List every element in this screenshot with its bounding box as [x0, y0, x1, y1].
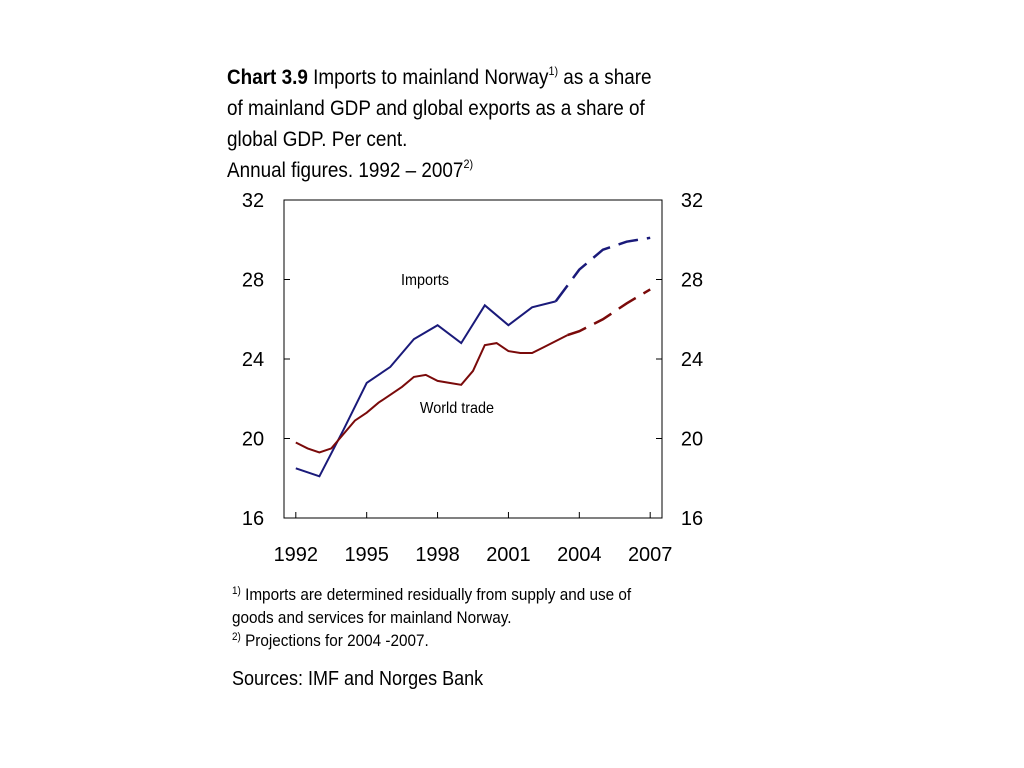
y-tick-label-right: 20: [681, 429, 703, 451]
footnote2-marker: 2): [232, 631, 241, 643]
footnote2: Projections for 2004 -2007.: [245, 631, 429, 650]
footnote1: Imports are determined residually from s…: [232, 585, 632, 627]
title-line1-rest: as a share: [563, 66, 652, 89]
title-line2: of mainland GDP and global exports as a …: [227, 97, 645, 120]
series-projection-imports: [554, 236, 651, 303]
title-line4: Annual figures. 1992 – 2007: [227, 159, 464, 182]
series-line-world-trade: [295, 334, 568, 454]
y-tick-label-left: 16: [242, 508, 264, 530]
y-tick-label-right: 24: [681, 349, 703, 371]
y-tick-label-left: 28: [242, 270, 264, 292]
x-tick-label: 2001: [486, 544, 531, 566]
y-tick-label-right: 28: [681, 270, 703, 292]
title-sup1: 1): [548, 64, 559, 78]
footnotes: 1) Imports are determined residually fro…: [232, 583, 655, 652]
series-lines: [295, 236, 651, 478]
x-tick-label: 2004: [557, 544, 602, 566]
x-tick-label: 1992: [274, 544, 319, 566]
series-label-imports: Imports: [401, 271, 449, 289]
series-line-imports: [295, 300, 556, 478]
title-line3: global GDP. Per cent.: [227, 128, 408, 151]
series-label-world-trade: World trade: [420, 399, 494, 417]
x-tick-label: 1995: [344, 544, 389, 566]
y-tick-label-left: 20: [242, 429, 264, 451]
footnote1-marker: 1): [232, 585, 241, 597]
title-line1: Imports to mainland Norway: [313, 66, 549, 89]
chart-title: Chart 3.9 Imports to mainland Norway1) a…: [227, 62, 668, 186]
axes: 16 16 20 20 24 24 28 28 32 32 1992 1995 1998 2001 2004…: [242, 190, 703, 566]
sources-note: Sources: IMF and Norges Bank: [232, 668, 484, 690]
y-tick-label-right: 16: [681, 508, 703, 530]
x-tick-label: 2007: [628, 544, 673, 566]
x-tick-label: 1998: [415, 544, 460, 566]
y-tick-label-left: 24: [242, 349, 264, 371]
y-tick-label-left: 32: [242, 190, 264, 212]
y-tick-label-right: 32: [681, 190, 703, 212]
series-projection-world-trade: [567, 288, 651, 337]
chart-number: Chart 3.9: [227, 66, 308, 89]
title-sup2: 2): [463, 157, 474, 171]
